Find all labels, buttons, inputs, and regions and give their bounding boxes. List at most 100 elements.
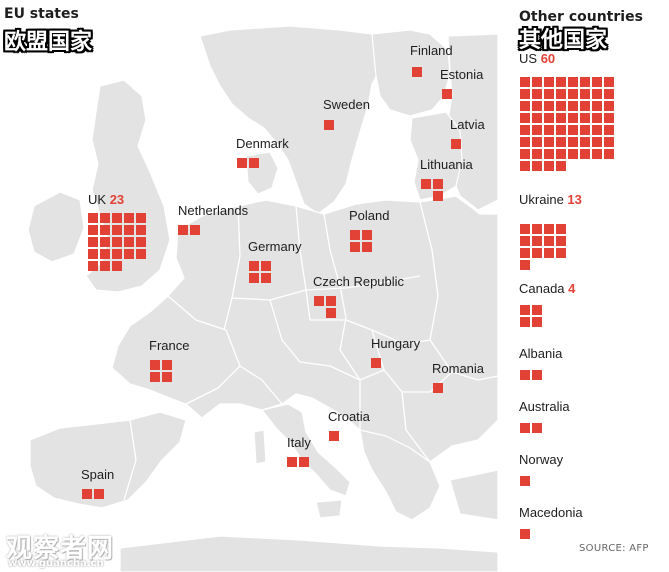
square-us xyxy=(532,77,542,87)
country-name: Finland xyxy=(410,43,453,58)
country-name: Czech Republic xyxy=(313,274,405,289)
watermark-logo: 观察者网 xyxy=(6,534,115,564)
square-us xyxy=(520,101,530,111)
square-uk xyxy=(100,213,110,223)
square-czech-republic xyxy=(326,296,336,306)
country-count: 13 xyxy=(567,192,582,207)
label-croatia: Croatia xyxy=(328,409,370,425)
country-count: 23 xyxy=(109,192,125,207)
square-uk xyxy=(124,213,134,223)
square-ukraine xyxy=(532,248,542,258)
square-uk xyxy=(136,213,146,223)
square-poland xyxy=(362,230,372,240)
square-hungary xyxy=(371,358,381,368)
square-us xyxy=(520,113,530,123)
square-ukraine xyxy=(544,248,554,258)
square-italy xyxy=(287,457,297,467)
map-continent xyxy=(111,195,499,473)
label-denmark: Denmark xyxy=(236,136,289,152)
country-name: Romania xyxy=(432,361,485,376)
map-ireland xyxy=(27,191,85,263)
square-us xyxy=(532,125,542,135)
square-finland xyxy=(412,67,422,77)
square-netherlands xyxy=(178,225,188,235)
square-ukraine xyxy=(556,224,566,234)
square-us xyxy=(604,149,614,159)
square-france xyxy=(162,372,172,382)
other-title: Other countries xyxy=(519,9,643,25)
square-poland xyxy=(362,242,372,252)
label-italy: Italy xyxy=(287,435,311,451)
square-us xyxy=(532,161,542,171)
label-canada: Canada 4 xyxy=(519,281,575,297)
square-uk xyxy=(100,225,110,235)
square-us xyxy=(520,149,530,159)
label-romania: Romania xyxy=(432,361,484,377)
square-latvia xyxy=(451,139,461,149)
square-us xyxy=(604,89,614,99)
label-norway: Norway xyxy=(519,452,563,468)
label-us: US 60 xyxy=(519,51,555,67)
square-norway xyxy=(520,476,530,486)
country-name: France xyxy=(149,338,190,353)
square-canada xyxy=(532,305,542,315)
square-uk xyxy=(112,249,122,259)
square-lithuania xyxy=(421,179,431,189)
square-germany xyxy=(261,261,271,271)
square-uk xyxy=(100,237,110,247)
square-canada xyxy=(520,317,530,327)
map-britain xyxy=(85,79,171,293)
square-ukraine xyxy=(520,224,530,234)
label-netherlands: Netherlands xyxy=(178,203,248,219)
square-us xyxy=(532,89,542,99)
country-name: Lithuania xyxy=(420,157,473,172)
country-name: Poland xyxy=(349,208,390,223)
square-us xyxy=(592,113,602,123)
square-us xyxy=(556,149,566,159)
square-france xyxy=(162,360,172,370)
square-us xyxy=(580,77,590,87)
square-albania xyxy=(520,370,530,380)
square-ukraine xyxy=(544,236,554,246)
country-name: UK xyxy=(88,192,107,207)
map-scandinavia xyxy=(199,25,389,215)
map-africa xyxy=(119,535,499,572)
square-us xyxy=(568,77,578,87)
square-us xyxy=(592,137,602,147)
square-us xyxy=(604,77,614,87)
square-uk xyxy=(136,237,146,247)
map-sicily xyxy=(315,499,343,519)
label-australia: Australia xyxy=(519,399,570,415)
square-us xyxy=(544,77,554,87)
square-germany xyxy=(261,273,271,283)
country-name: Australia xyxy=(519,399,570,414)
country-name: Italy xyxy=(287,435,311,450)
label-ukraine: Ukraine 13 xyxy=(519,192,582,208)
square-uk xyxy=(112,225,122,235)
square-ukraine xyxy=(556,236,566,246)
label-sweden: Sweden xyxy=(323,97,370,113)
map-iberia xyxy=(29,411,187,509)
square-us xyxy=(568,113,578,123)
square-albania xyxy=(532,370,542,380)
square-us xyxy=(544,101,554,111)
country-name: Norway xyxy=(519,452,564,467)
square-us xyxy=(544,89,554,99)
label-germany: Germany xyxy=(248,239,301,255)
square-spain xyxy=(82,489,92,499)
square-uk xyxy=(124,225,134,235)
country-name: Croatia xyxy=(328,409,370,424)
square-us xyxy=(532,101,542,111)
square-poland xyxy=(350,230,360,240)
country-name: Hungary xyxy=(371,336,421,351)
square-us xyxy=(556,77,566,87)
label-lithuania: Lithuania xyxy=(420,157,473,173)
square-us xyxy=(532,149,542,159)
square-us xyxy=(544,161,554,171)
square-us xyxy=(520,125,530,135)
square-uk xyxy=(88,261,98,271)
square-czech-republic xyxy=(314,296,324,306)
label-poland: Poland xyxy=(349,208,389,224)
square-ukraine xyxy=(532,236,542,246)
